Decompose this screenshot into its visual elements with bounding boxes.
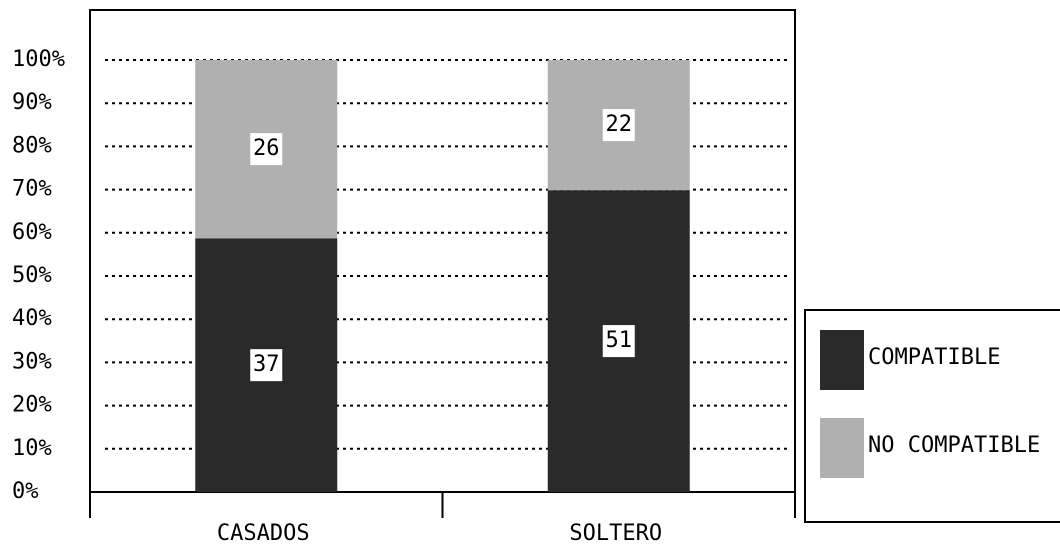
y-tick-label: 10%: [12, 436, 52, 461]
y-tick-label: 30%: [12, 349, 52, 374]
value-label-box: [250, 133, 283, 166]
y-tick-label: 0%: [12, 479, 39, 504]
value-label-box: [602, 109, 635, 142]
y-tick-label: 20%: [12, 393, 52, 418]
y-tick-label: 70%: [12, 177, 52, 202]
y-tick-label: 100%: [12, 47, 65, 72]
value-label-box: [250, 349, 283, 382]
value-label: 51: [606, 328, 633, 353]
value-label-box: [602, 325, 635, 358]
value-label: 37: [253, 352, 280, 377]
legend-swatch: [820, 330, 864, 390]
y-tick-label: 50%: [12, 263, 52, 288]
y-tick-label: 40%: [12, 306, 52, 331]
legend-swatch: [820, 418, 864, 478]
y-tick-label: 90%: [12, 90, 52, 115]
y-tick-label: 60%: [12, 220, 52, 245]
x-tick-label: CASADOS: [217, 521, 310, 546]
x-tick-label: SOLTERO: [569, 521, 662, 546]
value-label: 22: [606, 112, 633, 137]
y-tick-label: 80%: [12, 133, 52, 158]
legend-label: NO COMPATIBLE: [868, 433, 1040, 458]
value-label: 26: [253, 136, 280, 161]
legend-label: COMPATIBLE: [868, 345, 1000, 370]
